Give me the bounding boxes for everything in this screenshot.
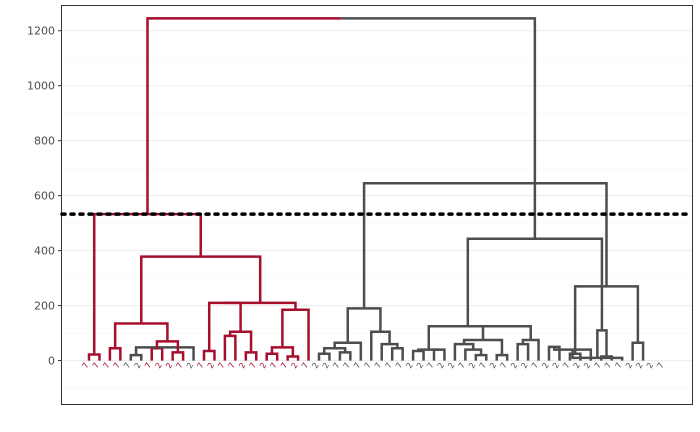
leaf-label: 2 bbox=[540, 361, 550, 370]
dendrogram-branch bbox=[87, 353, 101, 361]
dendrogram-branch bbox=[362, 182, 608, 309]
dendrogram-branch bbox=[631, 341, 645, 361]
leaf-label: 7 bbox=[227, 361, 237, 370]
leaf-label: 7 bbox=[195, 361, 205, 370]
leaf-label: 2 bbox=[624, 361, 634, 370]
leaf-label: 7 bbox=[91, 361, 101, 370]
dendrogram-branch bbox=[432, 348, 446, 361]
dendrogram-branch bbox=[134, 346, 195, 361]
leaf-label: 2 bbox=[289, 361, 299, 370]
dendrogram-branch bbox=[202, 349, 216, 361]
leaf-label: 7 bbox=[269, 361, 279, 370]
leaf-label: 2 bbox=[164, 361, 174, 370]
leaf-label: 7 bbox=[80, 361, 90, 370]
dendrogram-branch bbox=[411, 349, 425, 361]
leaf-label: 7 bbox=[112, 361, 122, 370]
leaf-label: 7 bbox=[655, 361, 665, 370]
y-tick-label: 600 bbox=[34, 190, 55, 203]
dendrogram-branch bbox=[171, 351, 185, 361]
leaf-label: 7 bbox=[279, 361, 289, 370]
dendrogram-branch bbox=[474, 353, 488, 361]
y-tick-label: 1200 bbox=[27, 25, 55, 38]
leaf-label: 2 bbox=[446, 361, 456, 370]
leaf-label: 2 bbox=[572, 361, 582, 370]
leaf-label: 7 bbox=[530, 361, 540, 370]
leaf-label: 7 bbox=[561, 361, 571, 370]
dendrogram-branch bbox=[417, 348, 440, 351]
y-tick-label: 800 bbox=[34, 135, 55, 148]
dendrogram-branch bbox=[207, 301, 242, 351]
leaf-label: 7 bbox=[603, 361, 613, 370]
dendrogram-branch bbox=[338, 351, 352, 361]
leaf-label: 7 bbox=[593, 361, 603, 370]
leaf-label: 2 bbox=[436, 361, 446, 370]
y-axis: 0 200 400 600 800 1000 1200 bbox=[27, 25, 62, 368]
leaf-label: 7 bbox=[363, 361, 373, 370]
dendrogram-branch bbox=[495, 353, 509, 361]
leaf-label: 2 bbox=[185, 361, 195, 370]
leaf-label: 7 bbox=[342, 361, 352, 370]
leaf-label: 2 bbox=[133, 361, 143, 370]
dendrogram-branch bbox=[552, 346, 593, 361]
leaf-label: 2 bbox=[551, 361, 561, 370]
leaf-label: 7 bbox=[331, 361, 341, 370]
leaf-label: 2 bbox=[519, 361, 529, 370]
leaf-label: 7 bbox=[248, 361, 258, 370]
leaf-label: 7 bbox=[384, 361, 394, 370]
leaf-label: 7 bbox=[216, 361, 226, 370]
leaf-label: 7 bbox=[614, 361, 624, 370]
leaf-label: 7 bbox=[457, 361, 467, 370]
dendrogram-branch bbox=[427, 324, 507, 350]
y-tick-label: 200 bbox=[34, 300, 55, 313]
dendrogram-branch bbox=[333, 341, 363, 361]
leaf-label: 7 bbox=[373, 361, 383, 370]
leaf-label: 2 bbox=[488, 361, 498, 370]
leaf-label: 7 bbox=[174, 361, 184, 370]
leaf-label: 7 bbox=[478, 361, 488, 370]
dendrogram-branch bbox=[481, 324, 532, 340]
leaf-label: 7 bbox=[300, 361, 310, 370]
dendrogram-branch bbox=[341, 17, 537, 239]
leaf-label: 7 bbox=[394, 361, 404, 370]
leaf-label: 2 bbox=[206, 361, 216, 370]
leaf-label: 7 bbox=[499, 361, 509, 370]
leaf-label: 2 bbox=[415, 361, 425, 370]
leaf-label: 2 bbox=[645, 361, 655, 370]
dendrogram-branch bbox=[224, 301, 297, 310]
leaf-label: 2 bbox=[634, 361, 644, 370]
leaf-label: 2 bbox=[237, 361, 247, 370]
dendrogram-branch bbox=[286, 355, 300, 361]
dendrogram-branch bbox=[146, 17, 342, 215]
y-tick-label: 0 bbox=[48, 355, 55, 368]
leaf-label: 2 bbox=[467, 361, 477, 370]
leaf-label: 2 bbox=[321, 361, 331, 370]
leaf-label: 2 bbox=[509, 361, 519, 370]
dendrogram-branch bbox=[129, 353, 143, 361]
leaf-label: 2 bbox=[154, 361, 164, 370]
leaf-label: 2 bbox=[258, 361, 268, 370]
dendrogram-branch bbox=[244, 351, 258, 361]
leaf-label: 7 bbox=[143, 361, 153, 370]
leaf-label: 7 bbox=[425, 361, 435, 370]
y-tick-label: 1000 bbox=[27, 80, 55, 93]
leaf-label: 7 bbox=[101, 361, 111, 370]
y-tick-label: 400 bbox=[34, 245, 55, 258]
leaf-label: 2 bbox=[310, 361, 320, 370]
leaf-label: 7 bbox=[122, 361, 132, 370]
leaf-label: 7 bbox=[352, 361, 362, 370]
leaf-label: 2 bbox=[582, 361, 592, 370]
leaf-label: 2 bbox=[404, 361, 414, 370]
